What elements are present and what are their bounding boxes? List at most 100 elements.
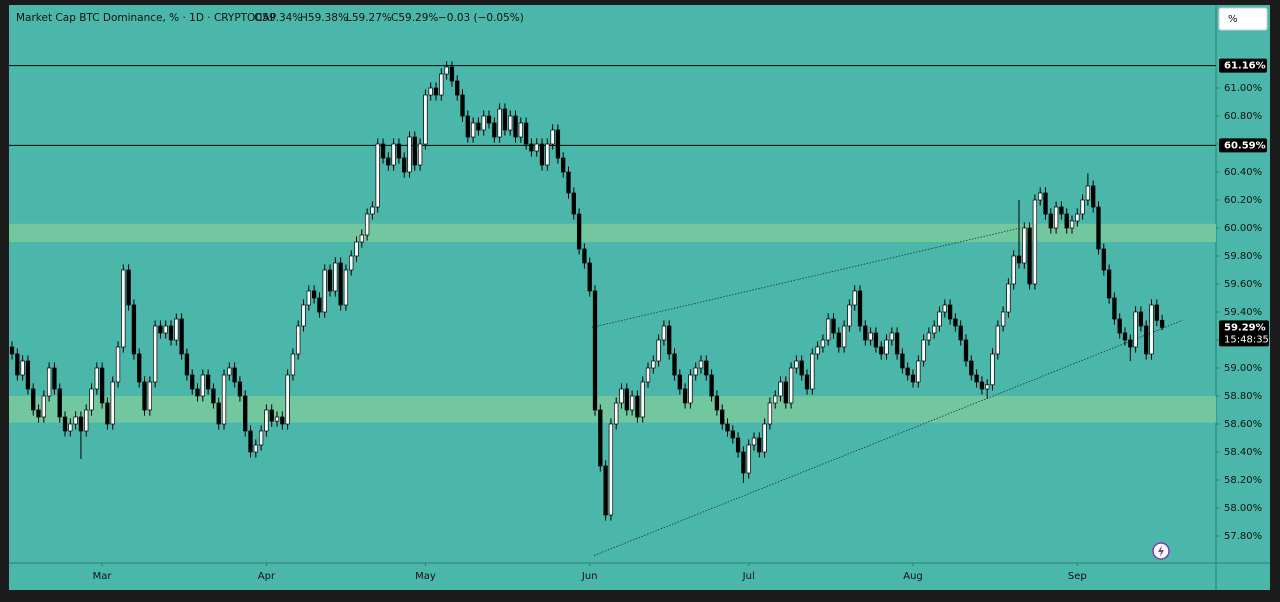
candle-body xyxy=(677,374,682,390)
candle-body xyxy=(486,115,492,124)
candle-body xyxy=(783,381,788,404)
x-tick-label: Aug xyxy=(903,571,923,582)
y-tick-label: 58.60% xyxy=(1224,419,1262,430)
candle-body xyxy=(910,374,916,383)
candle-body xyxy=(402,157,407,173)
y-tick-label: 58.40% xyxy=(1224,447,1262,458)
candle-body xyxy=(879,346,884,355)
candle-body xyxy=(513,115,518,138)
scale-button-label[interactable]: % xyxy=(1228,14,1238,25)
candle-body xyxy=(227,367,232,376)
candle-body xyxy=(1144,325,1149,355)
candle-body xyxy=(815,346,820,355)
candle-body xyxy=(598,409,603,467)
candle-body xyxy=(99,367,105,404)
lightning-icon[interactable] xyxy=(1158,545,1164,557)
candle-body xyxy=(1027,227,1032,285)
candle-body xyxy=(465,115,470,138)
drawings xyxy=(9,65,1216,556)
candle-body xyxy=(407,136,412,173)
candle-body xyxy=(311,290,317,299)
candle-body xyxy=(89,388,94,411)
candle-body xyxy=(84,409,89,432)
candle-body xyxy=(645,367,651,383)
candle-body xyxy=(555,129,561,159)
candle-body xyxy=(518,122,523,138)
candle-body xyxy=(571,192,576,215)
candle-body xyxy=(264,409,269,432)
candle-body xyxy=(619,388,624,404)
candle-body xyxy=(847,304,852,327)
candle-body xyxy=(661,325,667,341)
candle-body xyxy=(1006,283,1011,313)
candle-body xyxy=(889,332,894,341)
candle-body xyxy=(317,297,322,313)
candle-body xyxy=(773,395,778,404)
candle-body xyxy=(767,402,773,425)
trend-line xyxy=(591,227,1021,328)
candle-body xyxy=(667,325,672,355)
candle-body xyxy=(762,423,767,453)
zone xyxy=(9,395,1216,423)
x-tick-label: Jul xyxy=(742,571,755,582)
candle-body xyxy=(57,388,62,418)
candle-body xyxy=(163,325,168,334)
candle-body xyxy=(78,416,84,432)
candle-body xyxy=(1048,213,1053,229)
candle-body xyxy=(1011,255,1016,285)
candle-body xyxy=(1038,192,1043,201)
candle-body xyxy=(333,262,338,292)
candle-body xyxy=(1059,206,1064,215)
candle-body xyxy=(41,395,46,418)
candle-body xyxy=(301,304,306,327)
candle-body xyxy=(640,381,645,418)
scale-button[interactable] xyxy=(1218,7,1268,31)
candle-body xyxy=(1122,332,1128,341)
y-tick-label: 59.80% xyxy=(1224,251,1262,262)
candle-body xyxy=(735,437,741,453)
candle-body xyxy=(211,388,216,404)
candle-body xyxy=(826,318,831,341)
x-tick-label: Apr xyxy=(258,571,276,582)
level-price-box xyxy=(1219,138,1267,153)
level-price-box xyxy=(1219,58,1267,73)
candle-body xyxy=(322,269,327,313)
candle-body xyxy=(953,318,958,327)
candle-body xyxy=(476,122,481,131)
candle-body xyxy=(841,325,847,348)
x-tick-label: Sep xyxy=(1068,571,1087,582)
candle-body xyxy=(603,465,608,516)
candle-body xyxy=(396,143,402,159)
x-tick-label: Jun xyxy=(581,571,598,582)
candle-body xyxy=(926,332,932,341)
candle-body xyxy=(990,353,995,386)
candle-body xyxy=(158,325,163,334)
candle-body xyxy=(704,360,709,376)
candle-body xyxy=(656,339,661,362)
candle-body xyxy=(1159,320,1165,328)
candle-body xyxy=(969,360,974,376)
candle-body xyxy=(343,269,349,306)
candle-body xyxy=(741,451,746,474)
countdown: 15:48:35 xyxy=(1224,334,1269,345)
candle-body xyxy=(725,423,730,432)
candle-body xyxy=(280,416,285,425)
candle-body xyxy=(285,374,290,425)
legend-close: C59.29% xyxy=(391,12,438,24)
candle-body xyxy=(258,430,264,446)
candle-body xyxy=(216,402,221,425)
level-price-label: 60.59% xyxy=(1224,140,1266,151)
candle-body xyxy=(508,115,513,131)
candle-body xyxy=(423,94,428,145)
candle-body xyxy=(121,269,126,348)
candle-body xyxy=(539,143,545,166)
candle-body xyxy=(152,325,158,383)
candle-body xyxy=(412,136,417,166)
legend-low: L59.27% xyxy=(346,12,392,24)
y-tick-label: 59.40% xyxy=(1224,307,1262,318)
candle-body xyxy=(253,444,258,453)
axes: 57.80% 58.00% 58.20% 58.40% 58.60% 58.80% 59.0… xyxy=(93,58,1269,582)
candle-body xyxy=(433,87,439,96)
candle-body xyxy=(788,367,794,404)
